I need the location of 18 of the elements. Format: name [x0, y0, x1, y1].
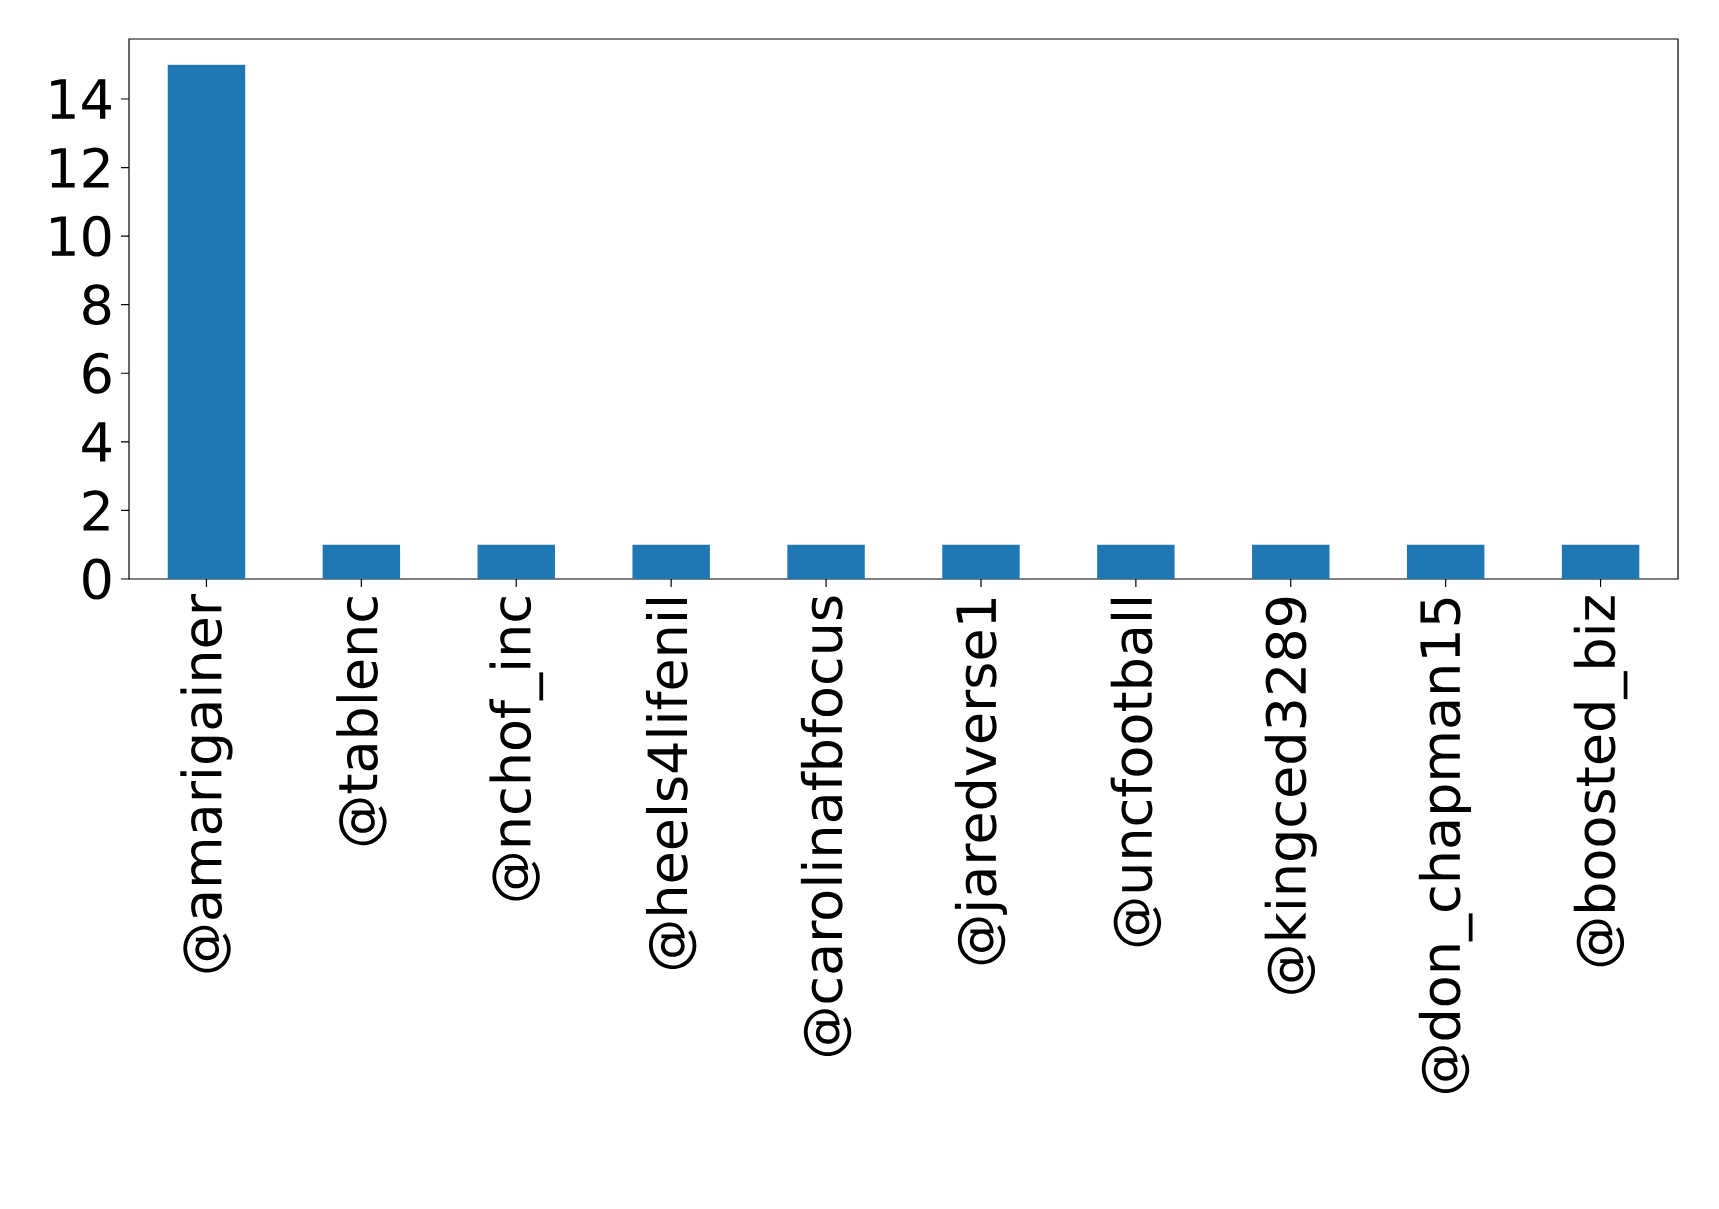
x-tick-label: @don_chapman15 [1418, 598, 1473, 1093]
y-tick-label: 12 [51, 147, 109, 188]
x-tick-label: @tablenc [336, 597, 387, 846]
x-tick-label: @nchof_inc [489, 597, 544, 901]
x-tick-label: @boosted_biz [1573, 596, 1628, 967]
x-tick-label: @amarigainer [180, 594, 233, 973]
y-tick-label: 6 [83, 352, 111, 394]
x-tick-label: @heels4lifenil [645, 599, 697, 970]
y-tick-label: 0 [83, 558, 111, 600]
y-tick-label: 4 [82, 422, 111, 462]
x-tick-label: @kingced3289 [1264, 597, 1317, 994]
x-tick-label: @carolinafbfocus [800, 596, 852, 1057]
y-tick-label: 10 [51, 215, 111, 257]
y-tick-label: 14 [51, 79, 111, 119]
y-tick-label: 2 [83, 490, 109, 531]
x-tick-label: @jaredverse1 [954, 598, 1008, 965]
y-tick-label: 8 [83, 284, 111, 326]
x-tick-label: @uncfootball [1110, 599, 1162, 947]
